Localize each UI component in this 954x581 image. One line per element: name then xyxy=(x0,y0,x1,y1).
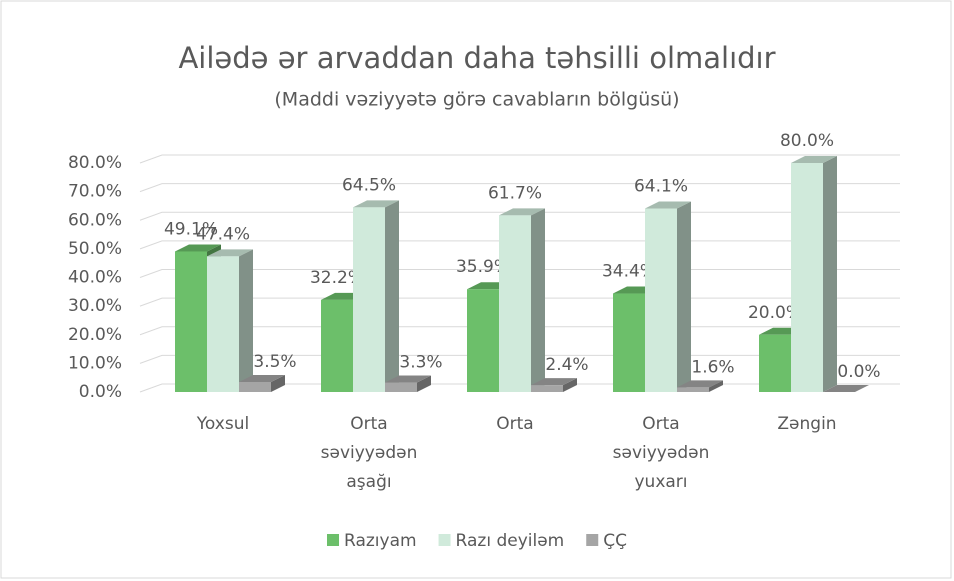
x-tick-label: Orta səviyyədən yuxarı xyxy=(613,414,710,492)
bar-top xyxy=(499,208,545,216)
bar xyxy=(499,208,545,392)
bar-front xyxy=(759,334,791,392)
bar-front xyxy=(467,289,499,392)
bar-front xyxy=(207,256,239,392)
y-tick-label: 80.0% xyxy=(68,153,122,173)
legend-label: ÇÇ xyxy=(603,531,627,551)
bar-side xyxy=(271,374,285,392)
x-tick-label: Orta xyxy=(496,414,533,434)
bar-front xyxy=(791,163,823,392)
bar xyxy=(677,380,723,392)
bar-top xyxy=(239,374,285,382)
data-label: 35.9% xyxy=(456,257,510,277)
grid-line xyxy=(139,154,900,164)
bar-front xyxy=(239,381,271,392)
bar-side xyxy=(417,375,431,392)
x-tick-label: Orta səviyyədən aşağı xyxy=(321,414,418,492)
data-label: 80.0% xyxy=(780,131,834,151)
y-tick-label: 20.0% xyxy=(68,325,122,345)
bar-top xyxy=(791,156,837,163)
bar-front xyxy=(613,293,645,392)
bar-top xyxy=(175,244,221,252)
bar-front xyxy=(531,385,563,392)
legend-swatch xyxy=(586,534,599,546)
bar-front xyxy=(677,387,709,392)
data-label: 47.4% xyxy=(196,224,250,244)
bar xyxy=(207,249,253,392)
bar-front xyxy=(385,382,417,392)
legend-swatch xyxy=(438,534,451,546)
data-label: 34.4% xyxy=(602,262,656,282)
y-tick-label: 30.0% xyxy=(68,296,122,316)
data-label: 32.2% xyxy=(310,268,364,288)
bar-top xyxy=(823,385,869,392)
x-tick-label: Zəngin xyxy=(777,414,836,434)
bar xyxy=(645,201,691,392)
data-label: 61.7% xyxy=(488,183,542,203)
legend-swatch xyxy=(327,534,340,546)
bar-side xyxy=(677,201,691,392)
data-label: 3.3% xyxy=(399,353,442,373)
bar xyxy=(239,374,285,392)
data-label: 64.1% xyxy=(634,177,688,197)
y-tick-label: 40.0% xyxy=(68,268,122,288)
bar-top xyxy=(207,249,253,257)
bar-side xyxy=(531,208,545,392)
legend-label: Razı deyiləm xyxy=(456,531,565,551)
bar xyxy=(353,200,399,392)
x-tick-label: Yoxsul xyxy=(196,414,249,434)
y-tick-label: 70.0% xyxy=(68,182,122,202)
bar-top xyxy=(353,200,399,208)
bar xyxy=(791,156,837,392)
bar-side xyxy=(709,380,723,392)
bar xyxy=(385,375,431,392)
bar-top xyxy=(677,380,723,388)
data-label: 0.0% xyxy=(837,362,880,382)
y-tick-label: 60.0% xyxy=(68,210,122,230)
bar-side xyxy=(563,378,577,392)
bar-side xyxy=(385,200,399,392)
data-label: 3.5% xyxy=(253,352,296,372)
bar-side xyxy=(823,156,837,392)
bar-front xyxy=(645,208,677,392)
legend: Razıyam Razı deyiləm ÇÇ xyxy=(327,531,627,551)
data-label: 20.0% xyxy=(748,303,802,323)
bar-front xyxy=(321,299,353,392)
data-label: 49.1% xyxy=(164,219,218,239)
bar xyxy=(823,385,869,392)
bar-top xyxy=(531,378,577,386)
data-label: 64.5% xyxy=(342,175,396,195)
grid-line xyxy=(139,183,900,193)
bar xyxy=(531,378,577,392)
y-tick-label: 0.0% xyxy=(79,382,122,402)
y-tick-label: 10.0% xyxy=(68,353,122,373)
chart-subtitle: (Maddi vəziyyətə görə cavabların bölgüsü… xyxy=(274,89,679,111)
chart-title: Ailədə ər arvaddan daha təhsilli olmalıd… xyxy=(178,41,775,75)
bar-top xyxy=(645,201,691,209)
data-label: 2.4% xyxy=(545,355,588,375)
legend-label: Razıyam xyxy=(344,531,417,551)
data-label: 1.6% xyxy=(691,357,734,377)
bar-front xyxy=(353,207,385,392)
bar-front xyxy=(175,251,207,392)
bar-front xyxy=(499,215,531,392)
bar-side xyxy=(239,249,253,392)
y-tick-label: 50.0% xyxy=(68,239,122,259)
bar-top xyxy=(385,375,431,383)
